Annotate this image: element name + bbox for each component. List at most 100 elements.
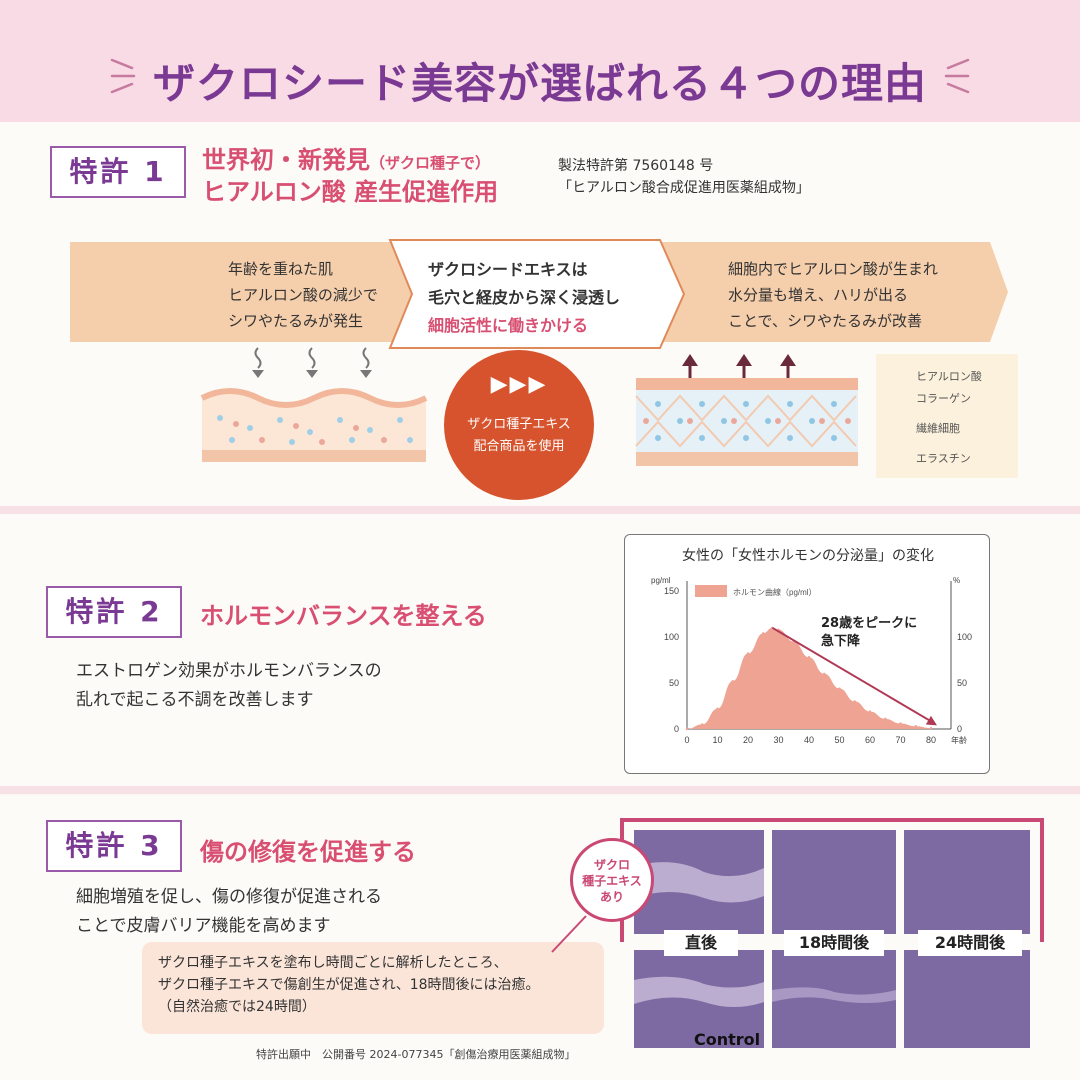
page-title: ザクロシード美容が選ばれる４つの理由 xyxy=(152,59,927,108)
label-control: Control xyxy=(694,1030,761,1049)
flow-right-line: ことで、シワやたるみが改善 xyxy=(728,312,922,330)
data-point xyxy=(838,687,841,690)
x-tick: 50 xyxy=(834,735,844,745)
study-note-line: （自然治癒では24時間） xyxy=(158,999,316,1015)
legend-fibroblast: 繊維細胞 xyxy=(916,422,960,435)
data-point xyxy=(701,723,704,726)
patent1-title-line1: 世界初・新発見（ザクロ種子で） xyxy=(202,140,490,175)
wound-gap xyxy=(772,987,896,1003)
flow-mid-line: 毛穴と経皮から深く浸透し xyxy=(428,288,621,307)
flow-right-line: 水分量も増え、ハリが出る xyxy=(728,286,909,304)
bubble-line: 種子エキス xyxy=(582,874,642,888)
patent1-title-line2: ヒアルロン酸 産生促進作用 xyxy=(202,178,499,206)
patent-footnote: 特許出願中 公開番号 2024-077345「創傷治療用医薬組成物」 xyxy=(256,1048,576,1061)
flow-diagram xyxy=(70,239,1008,466)
micrograph-control-24h xyxy=(904,950,1030,1048)
hormone-area xyxy=(687,627,931,729)
patent3-description: 細胞増殖を促し、傷の修復が促進される ことで皮膚バリア機能を高めます xyxy=(76,883,382,941)
y-tick-right: 100 xyxy=(957,632,972,642)
chart-title: 女性の「女性ホルモンの分泌量」の変化 xyxy=(682,548,934,564)
data-point xyxy=(914,725,917,728)
patent1-title-a-note: （ザクロ種子で） xyxy=(370,154,491,172)
sparkle-lines-icon xyxy=(110,58,136,94)
data-point xyxy=(731,679,734,683)
y-tick-right: 0 xyxy=(957,724,962,734)
y-tick-left: 50 xyxy=(669,678,679,688)
header-banner: ザクロシード美容が選ばれる４つの理由 xyxy=(0,0,1080,122)
patent1-patent-name: 「ヒアルロン酸合成促進用医薬組成物」 xyxy=(558,180,810,196)
sparkle-lines-icon xyxy=(944,58,970,94)
hormone-chart: 女性の「女性ホルモンの分泌量」の変化 0 50 100 150 0 50 100 0 10 20 3… xyxy=(624,534,990,774)
circle-line: ザクロ種子エキス xyxy=(467,417,571,432)
x-tick: 70 xyxy=(895,735,905,745)
chart-svg: 0 50 100 150 0 50 100 0 10 20 30 40 50 60 70 80 年齢 pg/ml%… xyxy=(651,576,972,745)
y-tick-left: 100 xyxy=(664,632,679,642)
data-point xyxy=(899,722,902,725)
wound-gap xyxy=(634,862,764,903)
flow-right-text: 細胞内でヒアルロン酸が生まれ 水分量も増え、ハリが出る ことで、シワやたるみが改… xyxy=(728,256,938,334)
treated-frame xyxy=(620,818,1044,942)
data-point xyxy=(716,707,719,710)
label-immediate: 直後 xyxy=(664,930,738,956)
legend-elastin: エラスチン xyxy=(916,452,971,465)
patent1-patent-number: 製法特許第 7560148 号 xyxy=(558,158,714,174)
data-point xyxy=(884,717,887,721)
patent3-badge: 特許 3 xyxy=(46,820,182,872)
x-tick: 80 xyxy=(926,735,936,745)
x-tick: 60 xyxy=(865,735,875,745)
study-note-line: ザクロ種子エキスを塗布し時間ごとに解析したところ、 xyxy=(158,955,508,971)
micrograph-treated-24h xyxy=(904,830,1030,934)
section-divider xyxy=(0,506,1080,514)
x-tick: 10 xyxy=(712,735,722,745)
product-use-circle: ▶▶▶ ザクロ種子エキス 配合商品を使用 xyxy=(444,350,594,500)
patent2-title: ホルモンバランスを整える xyxy=(200,602,487,630)
flow-left-text: 年齢を重ねた肌 ヒアルロン酸の減少で シワやたるみが発生 xyxy=(228,256,378,334)
bubble-line: ザクロ xyxy=(593,858,630,872)
y-tick-left: 150 xyxy=(664,586,679,596)
legend-swatch xyxy=(695,585,727,597)
x-tick: 0 xyxy=(684,735,689,745)
data-point xyxy=(853,700,856,703)
skin-after-illustration xyxy=(635,378,858,466)
circle-line: 配合商品を使用 xyxy=(473,439,565,454)
flow-left-line: ヒアルロン酸の減少で xyxy=(228,286,378,304)
wavy-down-arrow-icon xyxy=(252,347,372,378)
skin-legend: ヒアルロン酸 コラーゲン 繊維細胞 エラスチン xyxy=(876,354,1018,478)
flow-mid-box xyxy=(388,239,686,349)
decline-arrow-head xyxy=(925,715,937,726)
data-point xyxy=(807,656,811,659)
flow-left-line: シワやたるみが発生 xyxy=(228,312,364,330)
patent1-badge: 特許 1 xyxy=(50,146,186,198)
flow-mid-highlight: 細胞活性に働きかける xyxy=(428,316,589,335)
y-unit-left: pg/ml xyxy=(651,576,671,585)
annotation-line: 急下降 xyxy=(821,633,861,649)
patent1-title-a: 世界初・新発見 xyxy=(202,146,370,174)
legend-hyaluronic: ヒアルロン酸 xyxy=(916,370,982,383)
bubble-pointer xyxy=(551,915,587,953)
x-unit-label: 年齢 xyxy=(951,735,967,745)
data-point xyxy=(868,710,872,713)
annotation-line: 28歳をピークに xyxy=(821,615,917,631)
y-tick-left: 0 xyxy=(674,724,679,734)
patent2-desc-line: エストロゲン効果がホルモンバランスの xyxy=(76,661,382,681)
patent2-desc-line: 乱れで起こる不調を改善します xyxy=(76,690,314,710)
circle-text: ザクロ種子エキス 配合商品を使用 xyxy=(444,414,594,458)
patent2-badge: 特許 2 xyxy=(46,586,182,638)
flow-left-line: 年齢を重ねた肌 xyxy=(228,260,334,278)
x-tick: 30 xyxy=(773,735,783,745)
patent3-desc-line: ことで皮膚バリア機能を高めます xyxy=(76,916,331,936)
y-tick-right: 50 xyxy=(957,678,967,688)
skin-before-illustration xyxy=(200,388,428,462)
data-point xyxy=(823,672,826,675)
data-point xyxy=(929,726,933,730)
decline-arrow-line xyxy=(771,626,932,723)
micrograph-treated-18h xyxy=(772,830,896,934)
data-point xyxy=(746,652,750,655)
legend-collagen: コラーゲン xyxy=(916,392,971,405)
study-note-line: ザクロ種子エキスで傷創生が促進され、18時間後には治癒。 xyxy=(158,977,540,993)
label-18h: 18時間後 xyxy=(784,930,884,956)
triple-play-arrow-icon: ▶▶▶ xyxy=(490,372,548,397)
treated-bubble: ザクロ 種子エキス あり xyxy=(570,838,654,922)
x-tick: 20 xyxy=(743,735,753,745)
